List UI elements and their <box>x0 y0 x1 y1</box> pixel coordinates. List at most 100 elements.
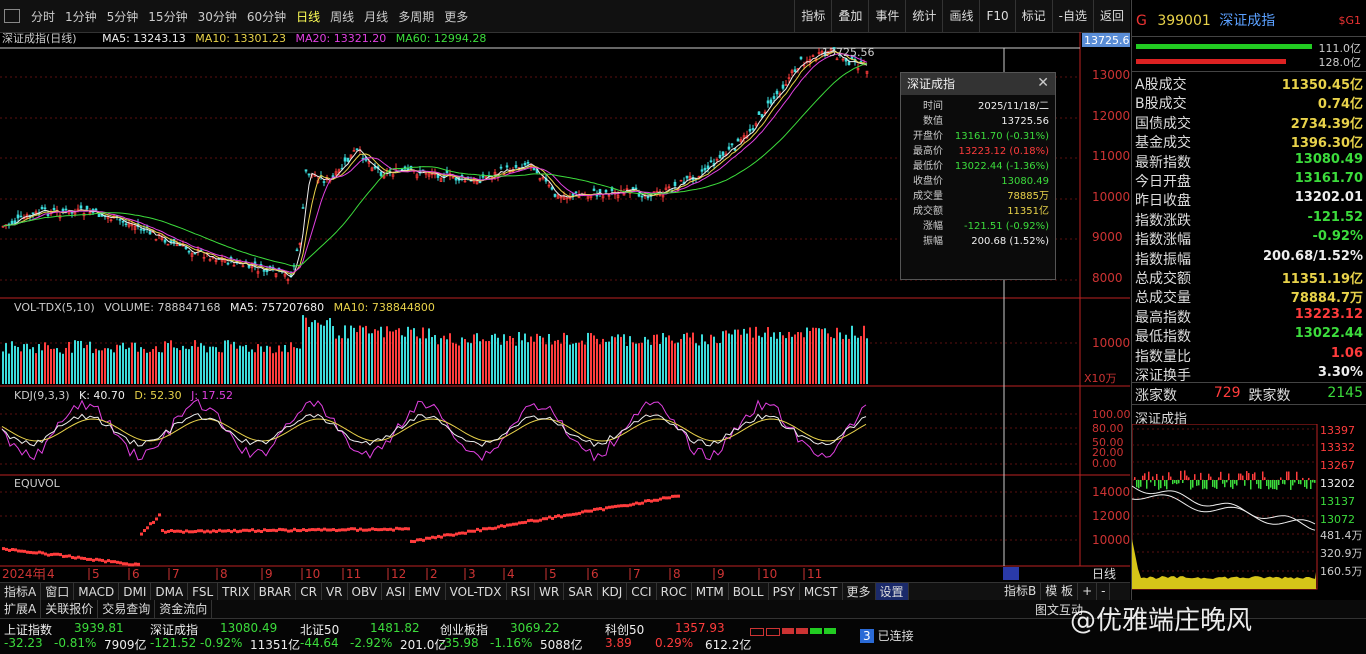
period-tab[interactable]: 多周期 <box>398 9 435 24</box>
volume-bar <box>461 337 463 384</box>
period-tab[interactable]: 更多 <box>444 9 469 24</box>
volume-bar <box>638 343 640 384</box>
toolbar-button[interactable]: 标记 <box>1014 0 1052 32</box>
mini-flow-bar <box>1270 480 1272 488</box>
indicator-tab[interactable]: MACD <box>74 583 120 601</box>
period-tab[interactable]: 30分钟 <box>197 9 237 24</box>
indicator-tab[interactable]: VR <box>322 583 348 601</box>
equvol-box <box>230 530 233 534</box>
equvol-box <box>431 535 434 539</box>
period-tab[interactable]: 月线 <box>364 9 389 24</box>
indicator-tab[interactable]: VOL-TDX <box>446 583 507 601</box>
tooltip-key: 成交额 <box>913 206 943 217</box>
toolbar-button[interactable]: F10 <box>979 0 1014 32</box>
volume-bar <box>623 334 625 384</box>
extension-tab[interactable]: 扩展A <box>0 600 42 618</box>
equvol-box <box>593 507 596 511</box>
equvol-box <box>176 529 179 533</box>
indicator-tab-right[interactable]: + <box>1078 582 1098 600</box>
equvol-box <box>344 528 347 532</box>
volume-bar <box>533 341 535 384</box>
volume-bar <box>332 326 334 384</box>
volume-bar <box>152 349 154 384</box>
volume-bar <box>845 334 847 384</box>
extension-tab[interactable]: 关联报价 <box>41 600 99 618</box>
period-tab[interactable]: 周线 <box>330 9 355 24</box>
toolbar-button[interactable]: -自选 <box>1051 0 1093 32</box>
indicator-tab[interactable]: TRIX <box>218 583 255 601</box>
toolbar-button[interactable]: 画线 <box>942 0 979 32</box>
close-icon[interactable]: ✕ <box>1037 75 1049 91</box>
period-tab[interactable]: 15分钟 <box>148 9 188 24</box>
indicator-tab[interactable]: MCST <box>800 583 843 601</box>
extension-tab[interactable]: 交易查询 <box>98 600 156 618</box>
status-index-change: -121.52 <box>150 636 197 650</box>
indicator-tab[interactable]: CR <box>296 583 322 601</box>
toolbar-button[interactable]: 指标 <box>794 0 831 32</box>
equvol-box <box>515 522 518 526</box>
indicator-tab[interactable]: ASI <box>382 583 411 601</box>
mini-flow-bar <box>1252 473 1254 480</box>
indicator-tab[interactable]: PSY <box>769 583 800 601</box>
connection-status[interactable]: 3 已连接 <box>860 627 914 644</box>
equvol-box <box>185 529 188 533</box>
indicator-tab[interactable]: 指标A <box>0 583 42 601</box>
toolbar-button[interactable]: 叠加 <box>831 0 868 32</box>
equvol-box <box>65 554 68 558</box>
indicator-tab[interactable]: FSL <box>188 583 219 601</box>
quote-row: 指数振幅 200.68/1.52% <box>1135 249 1363 269</box>
time-tick: 2024年 <box>2 567 45 581</box>
indicator-tab[interactable]: RSI <box>507 583 536 601</box>
equvol-box <box>299 529 302 533</box>
indicator-tab[interactable]: 窗口 <box>41 583 75 601</box>
equvol-box <box>602 508 605 512</box>
period-tab[interactable]: 1分钟 <box>65 9 97 24</box>
indicator-tab-right[interactable]: - <box>1097 582 1111 600</box>
indicator-tab[interactable]: BRAR <box>255 583 297 601</box>
candle-body <box>79 205 83 209</box>
toolbar-button[interactable]: 统计 <box>905 0 942 32</box>
volume-bar <box>677 342 679 384</box>
mini-intraday-chart[interactable]: 13397 13332 13267 13202 13137 13072 481.4万 320.… <box>1132 424 1366 592</box>
indicator-tab[interactable]: SAR <box>564 583 598 601</box>
candle-body <box>787 77 791 79</box>
candle-body <box>499 166 503 169</box>
equvol-box <box>86 557 89 561</box>
period-tab[interactable]: 60分钟 <box>246 9 287 24</box>
indicator-tab-right[interactable]: 模 板 <box>1041 582 1079 600</box>
indicator-tab-right[interactable]: 指标B <box>1000 582 1042 600</box>
indicator-tab[interactable]: KDJ <box>598 583 628 601</box>
period-tab[interactable]: 5分钟 <box>106 9 139 24</box>
menu-icon[interactable] <box>4 9 20 23</box>
indicator-tab[interactable]: ROC <box>657 583 692 601</box>
indicator-tab[interactable]: MTM <box>692 583 729 601</box>
indicator-tab[interactable]: 设置 <box>875 583 909 601</box>
graphic-interaction-tab[interactable]: 图文互动 <box>1035 603 1084 617</box>
equvol-box <box>329 528 332 532</box>
period-tab[interactable]: 分时 <box>31 9 56 24</box>
indicator-tab[interactable]: WR <box>535 583 565 601</box>
indicator-tab[interactable]: DMA <box>151 583 189 601</box>
indicator-tab[interactable]: EMV <box>410 583 446 601</box>
period-tab[interactable]: 日线 <box>296 9 321 24</box>
equvol-box <box>101 558 104 562</box>
indicator-tab[interactable]: DMI <box>119 583 152 601</box>
indicator-tab[interactable]: 更多 <box>843 583 876 601</box>
toolbar-button[interactable]: 事件 <box>868 0 905 32</box>
volume-bar <box>62 353 64 384</box>
volume-bar <box>383 337 385 384</box>
toolbar-button[interactable]: 返回 <box>1092 0 1130 32</box>
candle-body <box>391 174 395 177</box>
candle-body <box>454 177 458 181</box>
extension-tab[interactable]: 资金流向 <box>155 600 213 618</box>
mini-flow-bar <box>1234 480 1236 484</box>
volume-bar <box>374 329 376 384</box>
indicator-tab[interactable]: CCI <box>627 583 657 601</box>
indicator-tab[interactable]: BOLL <box>729 583 769 601</box>
volume-bar <box>674 343 676 384</box>
chart-function-buttons: 指标 叠加 事件 统计 画线 F10 标记 -自选 返回 <box>794 0 1130 32</box>
volume-bar <box>614 337 616 384</box>
indicator-tab[interactable]: OBV <box>348 583 383 601</box>
volume-bar <box>413 328 415 384</box>
